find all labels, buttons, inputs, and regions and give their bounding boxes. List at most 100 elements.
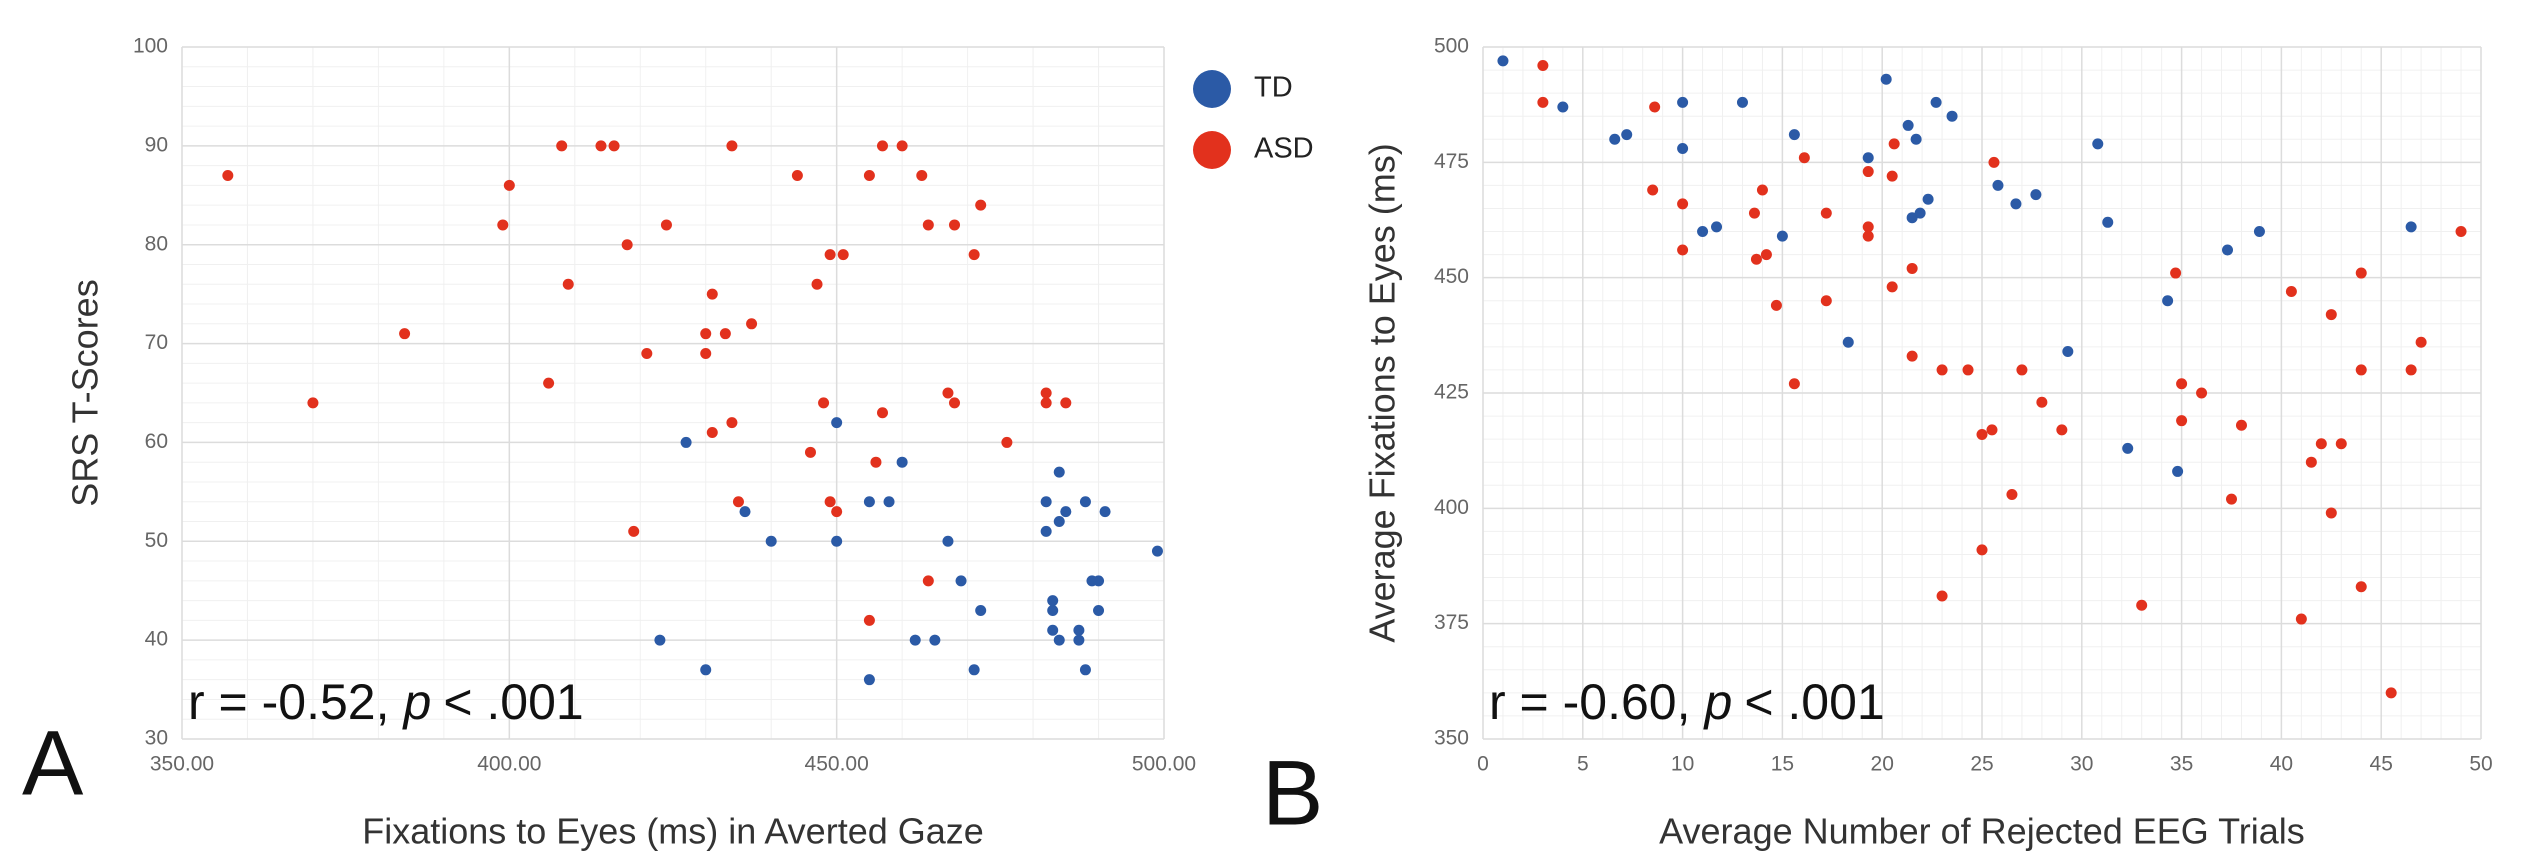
- x-tick-label: 40: [2270, 753, 2293, 776]
- data-point: [1079, 496, 1091, 508]
- data-point: [1047, 604, 1059, 616]
- data-point: [556, 140, 568, 152]
- data-point: [2010, 198, 2022, 210]
- data-point: [628, 525, 640, 537]
- y-tick-label: 40: [145, 628, 168, 651]
- y-tick-label: 400: [1434, 496, 1469, 519]
- data-point: [863, 674, 875, 686]
- data-point: [863, 170, 875, 182]
- data-point: [1053, 516, 1065, 528]
- data-point: [2325, 507, 2337, 519]
- data-point: [1677, 198, 1689, 210]
- data-point: [2335, 438, 2347, 450]
- annotation-italic: p: [1703, 674, 1733, 730]
- annotation: r = -0.60, p < .001: [1489, 674, 1885, 730]
- data-point: [1040, 387, 1052, 399]
- legend-label: ASD: [1254, 133, 1314, 165]
- data-point: [824, 496, 836, 508]
- data-point: [2295, 613, 2307, 625]
- data-point: [896, 140, 908, 152]
- x-tick-label: 20: [1871, 753, 1894, 776]
- data-point: [1748, 207, 1760, 219]
- annotation-text: r = -0.52,: [188, 674, 390, 730]
- data-point: [2355, 267, 2367, 279]
- data-point: [1930, 96, 1942, 108]
- x-tick-label: 35: [2170, 753, 2193, 776]
- data-point: [2235, 419, 2247, 431]
- data-point: [1906, 212, 1918, 224]
- data-point: [2222, 244, 2234, 256]
- data-point: [2030, 189, 2042, 201]
- data-point: [1093, 575, 1105, 587]
- data-point: [896, 456, 908, 468]
- data-point: [831, 535, 843, 547]
- x-tick-label: 500.00: [1132, 753, 1196, 776]
- data-point: [1880, 73, 1892, 85]
- y-tick-label: 475: [1434, 150, 1469, 173]
- y-tick-label: 500: [1434, 35, 1469, 58]
- data-point: [831, 417, 843, 429]
- data-point: [1040, 496, 1052, 508]
- data-point: [1862, 230, 1874, 242]
- data-point: [949, 219, 961, 231]
- data-point: [2226, 493, 2237, 505]
- y-axis-title: Average Fixations to Eyes (ms): [1362, 143, 1403, 643]
- data-point: [1649, 101, 1661, 113]
- data-point: [1047, 595, 1059, 607]
- data-point: [1677, 96, 1689, 108]
- data-point: [1886, 170, 1898, 182]
- data-point: [1711, 221, 1723, 233]
- data-point: [1976, 544, 1988, 556]
- data-point: [1906, 350, 1918, 362]
- data-point: [1060, 397, 1072, 409]
- data-point: [2415, 336, 2427, 348]
- data-point: [732, 496, 744, 508]
- y-tick-label: 80: [145, 232, 168, 255]
- data-point: [2036, 396, 2048, 408]
- data-point: [2162, 295, 2174, 307]
- data-point: [1936, 364, 1948, 376]
- x-tick-label: 10: [1671, 753, 1694, 776]
- data-point: [399, 328, 411, 340]
- data-point: [1842, 336, 1854, 348]
- data-point: [1099, 506, 1111, 518]
- data-point: [706, 288, 718, 300]
- data-point: [1986, 424, 1998, 436]
- data-point: [1910, 133, 1922, 145]
- y-axis-title: SRS T-Scores: [65, 279, 106, 506]
- y-tick-label: 70: [145, 331, 168, 354]
- data-point: [916, 170, 928, 182]
- data-point: [739, 506, 751, 518]
- x-tick-label: 25: [1970, 753, 1993, 776]
- data-point: [2122, 442, 2134, 454]
- x-tick-label: 50: [2469, 753, 2492, 776]
- data-point: [2136, 599, 2148, 611]
- data-point: [1976, 429, 1988, 441]
- data-point: [1047, 624, 1059, 636]
- data-point: [2016, 364, 2028, 376]
- data-point: [1788, 378, 1800, 390]
- data-point: [1677, 142, 1689, 154]
- y-tick-label: 350: [1434, 727, 1469, 750]
- data-point: [1770, 299, 1782, 311]
- data-point: [1697, 226, 1709, 238]
- data-point: [595, 140, 607, 152]
- data-point: [1040, 525, 1052, 537]
- panel-label: B: [1262, 742, 1323, 844]
- data-point: [1936, 590, 1948, 602]
- data-point: [2253, 226, 2265, 238]
- data-point: [2305, 456, 2317, 468]
- data-point: [876, 140, 888, 152]
- plot-area: [182, 47, 1164, 739]
- data-point: [2062, 345, 2074, 357]
- x-tick-label: 400.00: [477, 753, 541, 776]
- data-point: [2092, 138, 2104, 150]
- data-point: [1906, 262, 1918, 274]
- data-point: [654, 634, 666, 646]
- data-point: [1788, 129, 1800, 141]
- legend-marker: [1193, 70, 1231, 108]
- data-point: [562, 278, 574, 290]
- x-tick-label: 0: [1477, 753, 1489, 776]
- data-point: [2006, 488, 2018, 500]
